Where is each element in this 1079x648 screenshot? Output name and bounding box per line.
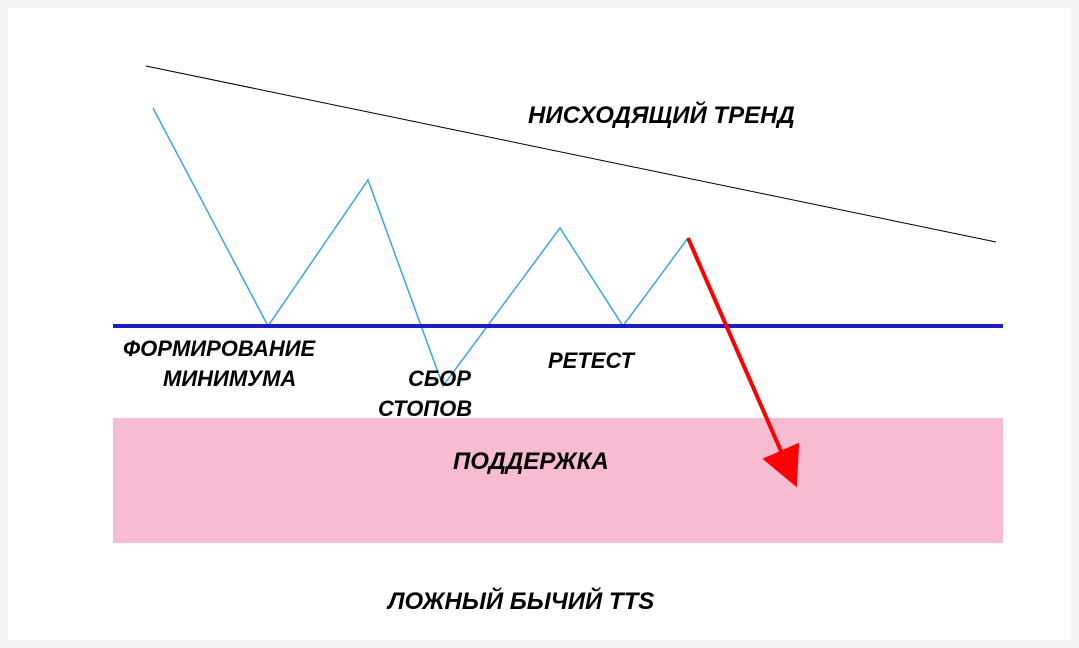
label-stops-line1: СБОР — [408, 366, 471, 392]
label-formation-line1: ФОРМИРОВАНИЕ — [123, 336, 315, 362]
diagram-title: ЛОЖНЫЙ БЫЧИЙ TTS — [388, 588, 654, 616]
label-support: ПОДДЕРЖКА — [453, 448, 609, 476]
breakdown-arrow — [688, 238, 784, 458]
diagram-canvas: НИСХОДЯЩИЙ ТРЕНД ФОРМИРОВАНИЕ МИНИМУМА С… — [8, 8, 1071, 640]
label-trend: НИСХОДЯЩИЙ ТРЕНД — [528, 102, 795, 130]
trendline — [146, 66, 996, 242]
label-stops-line2: СТОПОВ — [378, 396, 472, 422]
label-retest: РЕТЕСТ — [548, 348, 634, 374]
label-formation-line2: МИНИМУМА — [163, 366, 296, 392]
